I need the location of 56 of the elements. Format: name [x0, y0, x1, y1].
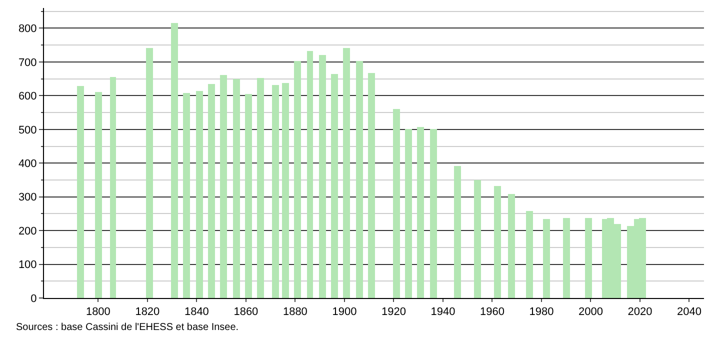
bar — [257, 78, 264, 298]
bar — [282, 83, 289, 298]
y-tick-label: 500 — [18, 124, 37, 136]
y-tick-label: 700 — [18, 56, 37, 69]
bar — [331, 74, 338, 298]
y-tick-label: 100 — [18, 259, 37, 272]
y-tick-label: 0 — [30, 292, 37, 305]
bar — [77, 86, 84, 298]
x-tick-label: 1960 — [480, 306, 504, 318]
bar — [208, 84, 215, 298]
bar — [343, 48, 350, 298]
bar — [95, 92, 102, 298]
bar — [294, 61, 301, 298]
bar — [454, 166, 461, 298]
bar — [405, 129, 412, 298]
x-tick-label: 1820 — [135, 306, 160, 318]
bar — [245, 94, 252, 298]
bar — [146, 48, 153, 298]
y-tick-label: 400 — [18, 158, 37, 170]
x-tick-label: 1980 — [529, 306, 554, 318]
bar — [585, 218, 592, 298]
bar — [368, 73, 375, 298]
bar — [272, 85, 279, 298]
bar — [171, 23, 178, 298]
x-tick-label: 1940 — [430, 306, 456, 318]
x-tick-label: 2020 — [628, 306, 652, 318]
bar — [508, 194, 515, 298]
x-tick-label: 1920 — [381, 306, 406, 318]
x-tick-label: 1860 — [234, 306, 258, 318]
y-tick-label: 200 — [18, 225, 37, 238]
x-tick-label: 1800 — [86, 306, 110, 318]
bar — [526, 211, 533, 298]
bar — [543, 219, 550, 298]
bar — [183, 93, 190, 298]
bar — [563, 218, 570, 298]
y-tick-label: 600 — [18, 90, 37, 103]
x-tick-label: 1880 — [282, 306, 308, 318]
bar — [494, 186, 501, 298]
y-tick-label: 300 — [18, 192, 37, 204]
bar — [474, 180, 481, 298]
bar — [430, 129, 437, 298]
bar — [356, 61, 363, 298]
y-tick-label: 800 — [18, 23, 37, 36]
bar — [417, 127, 424, 298]
bar — [233, 79, 240, 298]
bar — [307, 51, 313, 298]
bar — [393, 109, 400, 298]
x-tick-label: 1900 — [332, 306, 357, 318]
x-tick-label: 2000 — [578, 306, 603, 318]
x-tick-label: 2040 — [676, 306, 702, 318]
source-note: Sources : base Cassini de l'EHESS et base Insee. — [16, 322, 239, 333]
bar — [319, 55, 326, 298]
bar — [110, 77, 116, 298]
bar — [220, 75, 227, 298]
x-tick-label: 1840 — [184, 306, 209, 318]
bar — [196, 91, 203, 298]
